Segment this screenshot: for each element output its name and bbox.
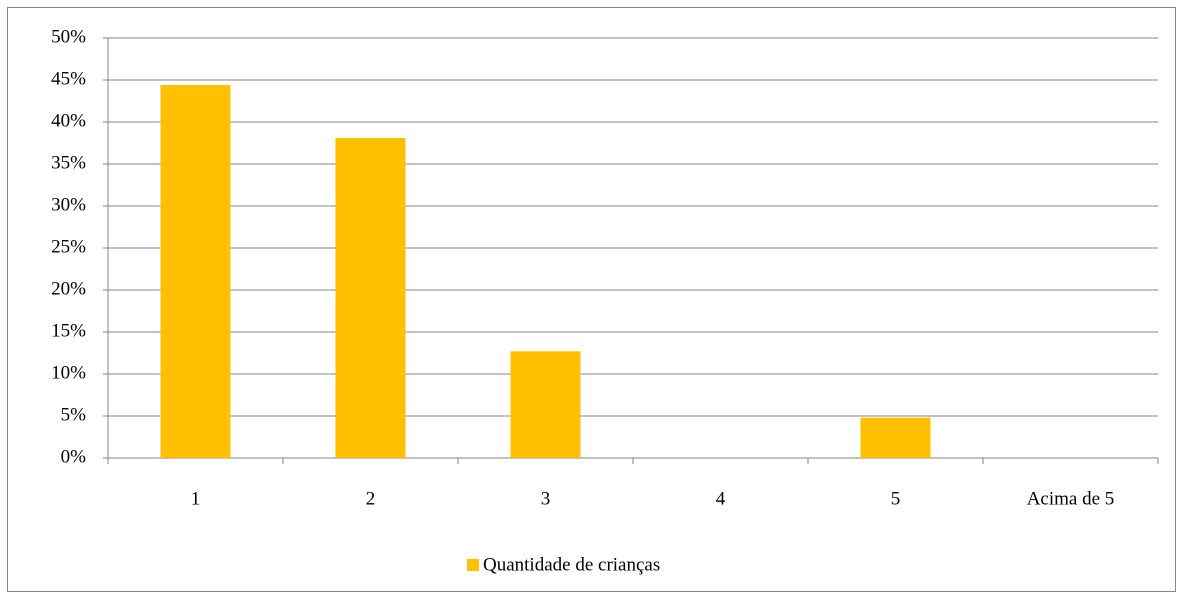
x-tick-label: 1 — [191, 488, 201, 509]
y-tick-label: 10% — [51, 362, 86, 383]
legend-label: Quantidade de crianças — [483, 554, 660, 575]
y-tick-label: 0% — [61, 446, 87, 467]
y-tick-label: 35% — [51, 152, 86, 173]
y-tick-label: 25% — [51, 236, 86, 257]
bar — [860, 417, 931, 458]
bar — [510, 351, 581, 458]
x-tick-label: Acima de 5 — [1027, 488, 1115, 509]
y-tick-label: 30% — [51, 194, 86, 215]
y-tick-label: 20% — [51, 278, 86, 299]
x-tick-label: 5 — [891, 488, 901, 509]
bar — [335, 137, 406, 458]
y-tick-label: 15% — [51, 320, 86, 341]
x-tick-label: 3 — [541, 488, 551, 509]
y-tick-label: 50% — [51, 26, 86, 47]
y-tick-label: 45% — [51, 68, 86, 89]
y-tick-label: 40% — [51, 110, 86, 131]
x-tick-label: 4 — [716, 488, 726, 509]
x-tick-label: 2 — [366, 488, 376, 509]
bar — [160, 85, 231, 458]
legend-swatch — [467, 559, 479, 571]
y-tick-label: 5% — [61, 404, 87, 425]
